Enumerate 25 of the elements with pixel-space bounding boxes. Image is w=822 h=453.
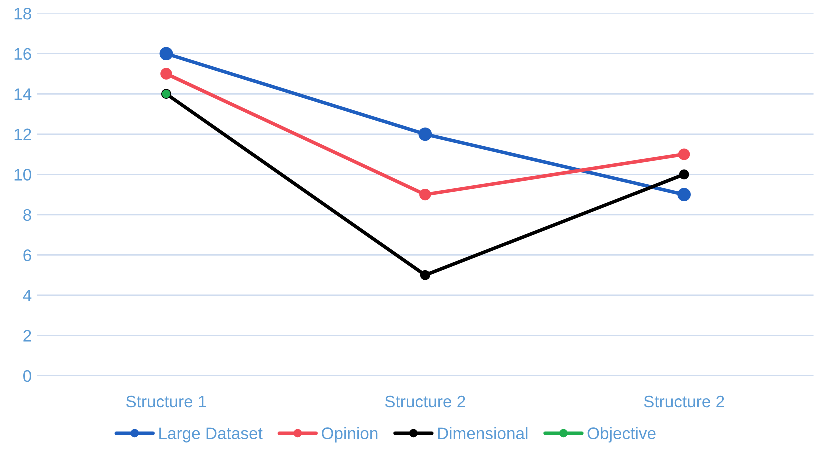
x-tick-label: Structure 2 [385, 396, 466, 408]
y-tick-label: 12 [14, 128, 32, 140]
y-tick-label: 18 [14, 8, 32, 20]
point [420, 188, 432, 201]
y-tick-label: 16 [14, 48, 32, 60]
legend-label: Opinion [322, 427, 378, 443]
y-tick-label: 6 [24, 250, 32, 262]
y-tick-label: 10 [14, 169, 32, 181]
x-tick-label: Structure 1 [126, 396, 206, 408]
y-tick-label: 14 [14, 88, 32, 100]
legend-label: Objective [588, 427, 656, 443]
point [678, 148, 690, 160]
y-tick-label: 2 [24, 330, 32, 342]
x-tick-label: Structure 2 [644, 396, 724, 408]
legend-label: Large Dataset [160, 428, 263, 443]
point [678, 188, 691, 202]
y-tick-label: 8 [24, 209, 32, 222]
point [679, 170, 690, 180]
y-tick-label: 0 [24, 370, 32, 382]
point [160, 68, 172, 80]
legend-label: Dimensional [438, 427, 528, 440]
point [160, 47, 174, 61]
y-tick-label: 4 [23, 290, 32, 302]
point [418, 128, 432, 142]
point [420, 270, 430, 280]
